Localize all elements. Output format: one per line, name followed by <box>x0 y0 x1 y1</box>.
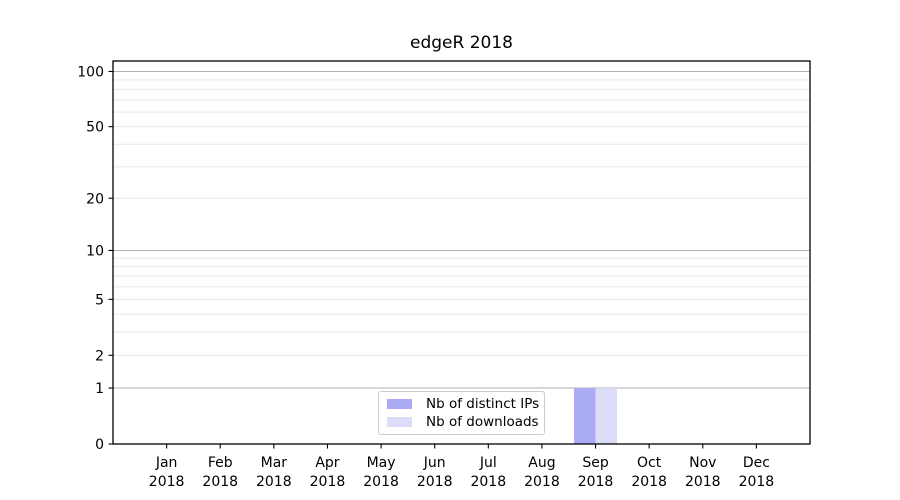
x-tick-label-month-may: May <box>367 455 396 471</box>
x-tick-label-month-feb: Feb <box>208 455 233 471</box>
legend-swatch-distinct-ips <box>387 399 412 409</box>
y-tick-label-1: 1 <box>95 381 104 397</box>
minor-gridlines <box>113 79 810 356</box>
plot-border <box>112 60 811 445</box>
x-tick-label-year-sep: 2018 <box>578 474 614 490</box>
legend-swatch-downloads <box>387 417 412 427</box>
bars <box>574 388 618 444</box>
y-axis: 0 1 2 5 10 20 50 100 <box>77 64 113 453</box>
bar-sep-downloads <box>595 388 618 444</box>
y-tick-label-0: 0 <box>95 437 104 453</box>
y-tick-label-2: 2 <box>95 348 104 364</box>
y-tick-label-5: 5 <box>95 292 104 308</box>
x-tick-label-month-jul: Jul <box>479 455 497 471</box>
x-tick-label-month-jun: Jun <box>423 455 446 471</box>
x-axis: Jan 2018 Feb 2018 Mar 2018 Apr 2018 May 2018 Jun 20… <box>149 444 774 490</box>
x-tick-label-month-apr: Apr <box>315 455 339 471</box>
x-tick-label-month-mar: Mar <box>261 455 288 471</box>
x-tick-label-year-feb: 2018 <box>202 474 238 490</box>
x-tick-label-year-apr: 2018 <box>310 474 346 490</box>
legend-item-downloads: Nb of downloads <box>387 414 539 430</box>
x-tick-label-month-nov: Nov <box>689 455 716 471</box>
legend-label-distinct-ips: Nb of distinct IPs <box>426 396 540 412</box>
bar-sep-distinct-ips <box>574 388 596 444</box>
x-tick-label-year-jul: 2018 <box>470 474 506 490</box>
y-tick-label-10: 10 <box>86 243 104 259</box>
x-tick-label-year-dec: 2018 <box>739 474 775 490</box>
x-tick-label-year-mar: 2018 <box>256 474 292 490</box>
major-gridlines <box>113 70 810 389</box>
x-tick-label-month-dec: Dec <box>743 455 770 471</box>
legend-label-downloads: Nb of downloads <box>426 414 539 430</box>
y-tick-label-100: 100 <box>77 64 104 80</box>
chart-title: edgeR 2018 <box>410 33 513 53</box>
x-tick-label-year-aug: 2018 <box>524 474 560 490</box>
x-tick-label-year-nov: 2018 <box>685 474 721 490</box>
y-tick-label-50: 50 <box>86 120 104 136</box>
x-tick-label-month-oct: Oct <box>637 455 662 471</box>
x-tick-label-month-aug: Aug <box>528 455 555 471</box>
x-tick-label-year-jun: 2018 <box>417 474 453 490</box>
x-tick-label-month-jan: Jan <box>155 455 178 471</box>
x-tick-label-year-jan: 2018 <box>149 474 185 490</box>
x-tick-label-year-may: 2018 <box>363 474 399 490</box>
legend-item-distinct-ips: Nb of distinct IPs <box>387 396 540 412</box>
x-tick-label-year-oct: 2018 <box>631 474 667 490</box>
y-tick-label-20: 20 <box>86 191 104 207</box>
legend: Nb of distinct IPs Nb of downloads <box>378 391 545 435</box>
x-tick-label-month-sep: Sep <box>582 455 609 471</box>
